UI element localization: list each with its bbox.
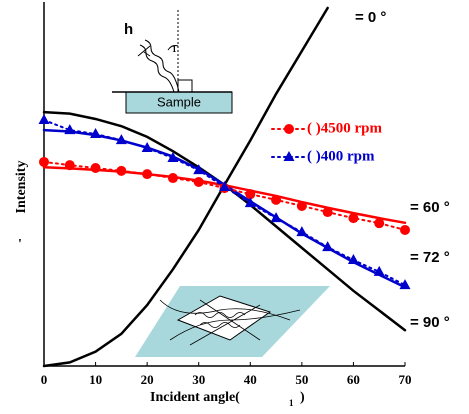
legend-label: ( )400 rpm: [307, 148, 375, 164]
data-point: [296, 200, 307, 211]
data-point: [400, 224, 410, 235]
data-point: [64, 160, 75, 171]
data-point: [64, 124, 76, 135]
data-point: [167, 173, 178, 184]
annotation: h: [124, 21, 133, 38]
x-tick-label: 20: [141, 372, 154, 387]
x-tick-label: 10: [89, 372, 102, 387]
data-point: [296, 226, 308, 237]
data-point: [245, 189, 256, 200]
data-point: [322, 241, 334, 252]
data-point: [270, 212, 282, 223]
data-point: [90, 163, 101, 174]
data-point: [244, 197, 256, 208]
data-point: [39, 156, 49, 167]
x-tick-label: 70: [399, 372, 412, 387]
data-point: [399, 279, 411, 290]
data-point: [219, 181, 230, 191]
data-point: [142, 169, 153, 180]
film-illustration: [135, 286, 330, 357]
data-point: [348, 213, 359, 224]
data-point: [347, 254, 359, 265]
inset-geometry: [112, 10, 233, 114]
data-point: [90, 128, 102, 139]
annotation: Sample: [157, 94, 201, 109]
y-axis-title: Intensity: [14, 161, 29, 214]
data-point: [115, 134, 127, 145]
x-axis-title: Incident angle(: [150, 390, 240, 405]
x-tick-label: 0: [41, 372, 48, 387]
x-axis-title-sub: 1: [289, 398, 294, 408]
x-tick-label: 50: [295, 372, 308, 387]
data-point: [373, 265, 385, 276]
annotation: = 90 °: [410, 314, 450, 331]
annotation: = 72 °: [410, 249, 450, 266]
fit-curve: [42, 6, 329, 368]
data-point: [193, 176, 204, 187]
y-axis-mark: ': [18, 237, 22, 252]
legend-marker: [283, 151, 295, 161]
data-point: [193, 164, 205, 175]
legend-marker: [284, 124, 294, 134]
annotation: = 60 °: [410, 199, 450, 216]
x-tick-label: 40: [244, 372, 257, 387]
data-point: [38, 114, 50, 125]
x-tick-label: 30: [192, 372, 205, 387]
annotation: = 0 °: [355, 9, 386, 26]
data-point: [116, 165, 127, 176]
data-point: [374, 218, 385, 229]
data-point: [141, 141, 153, 152]
data-point: [322, 207, 333, 218]
legend-label: ( )4500 rpm: [307, 120, 382, 136]
x-axis-title-end: ): [300, 390, 305, 405]
data-point: [167, 152, 179, 163]
x-tick-label: 60: [347, 372, 360, 387]
data-point: [271, 194, 282, 205]
annotation: 1: [172, 44, 177, 54]
